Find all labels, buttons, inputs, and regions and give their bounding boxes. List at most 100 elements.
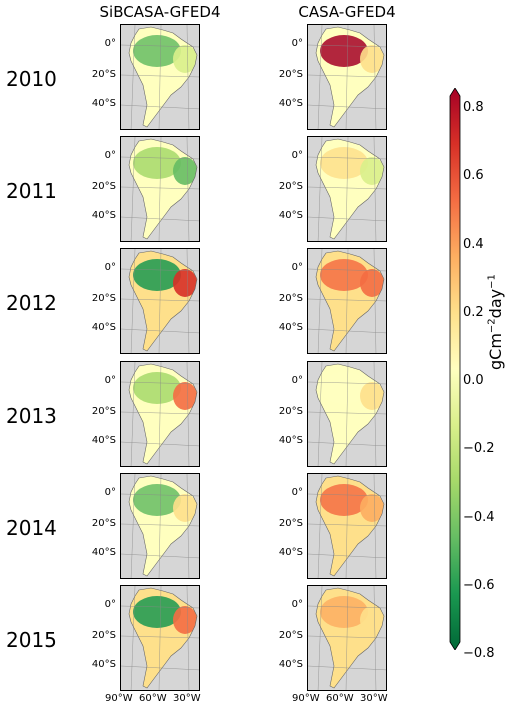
lat-tick-label: 40°S [91, 659, 116, 670]
lat-tick-label: 20°S [91, 406, 116, 417]
map-svg [121, 249, 199, 353]
lat-tick-label: 20°S [278, 293, 303, 304]
region-amazon [133, 35, 181, 67]
lon-tick-30w-left: 30°W [173, 693, 201, 704]
lat-gridline [308, 328, 386, 334]
map-panel-sibcasa-2015 [120, 585, 200, 691]
lat-tick-label: 20°S [278, 406, 303, 417]
region-amazon [320, 259, 368, 291]
lon-gridline [158, 362, 162, 466]
lon-gridline [130, 25, 136, 129]
map-svg [121, 362, 199, 466]
lat-tick-label: 20°S [91, 630, 116, 641]
colorbar-tick-label: −0.8 [463, 646, 495, 661]
map-panel-casa-2011 [307, 136, 387, 242]
lon-gridline [317, 474, 323, 578]
lat-gridline [308, 553, 386, 559]
lat-gridline [121, 411, 199, 415]
lon-gridline [158, 586, 162, 690]
lon-gridline [317, 362, 323, 466]
lon-tick-30w-right: 30°W [360, 693, 388, 704]
lat-gridline [121, 104, 199, 110]
lon-gridline [345, 249, 349, 353]
coastline [315, 587, 385, 689]
region-east-brazil [360, 45, 384, 73]
lon-tick-60w-right: 60°W [326, 693, 354, 704]
lat-tick-label: 40°S [278, 210, 303, 221]
map-svg [121, 586, 199, 690]
lat-tick-label: 0° [291, 487, 303, 498]
lat-tick-label: 20°S [278, 181, 303, 192]
map-svg [308, 25, 386, 129]
map-panel-sibcasa-2013 [120, 361, 200, 467]
lon-gridline [345, 25, 349, 129]
lat-tick-label: 0° [291, 150, 303, 161]
lat-tick-label: 40°S [91, 547, 116, 558]
region-east-brazil [173, 494, 197, 522]
lat-gridline [308, 665, 386, 671]
year-label-2010: 2010 [6, 67, 57, 91]
lat-gridline [308, 186, 386, 190]
colorbar [448, 87, 468, 651]
lon-gridline [158, 474, 162, 578]
lon-gridline [373, 362, 377, 466]
lon-gridline [373, 249, 377, 353]
lat-tick-label: 40°S [278, 98, 303, 109]
map-svg [121, 474, 199, 578]
year-label-2015: 2015 [6, 628, 57, 652]
map-panel-casa-2010 [307, 24, 387, 130]
lon-gridline [186, 362, 190, 466]
lat-tick-label: 0° [104, 150, 116, 161]
colorbar-tick-label: −0.4 [463, 509, 495, 525]
region-amazon [133, 372, 181, 404]
lon-gridline [130, 474, 136, 578]
year-label-2011: 2011 [6, 179, 57, 203]
coastline [315, 475, 385, 577]
lat-gridline [121, 635, 199, 639]
lat-tick-label: 20°S [91, 181, 116, 192]
lat-gridline [308, 298, 386, 302]
region-amazon [320, 372, 368, 404]
lon-gridline [186, 474, 190, 578]
colorbar-tick-label: 0.6 [463, 168, 484, 184]
lon-gridline [130, 362, 136, 466]
region-east-brazil [360, 494, 384, 522]
lon-gridline [345, 362, 349, 466]
coastline [128, 138, 198, 240]
lat-gridline [121, 216, 199, 222]
lat-gridline [121, 186, 199, 190]
lat-gridline [121, 523, 199, 527]
colorbar-tick-label: 0.8 [463, 100, 484, 115]
map-panel-casa-2013 [307, 361, 387, 467]
region-east-brazil [360, 269, 384, 297]
region-east-brazil [360, 382, 384, 410]
map-svg [121, 137, 199, 241]
lat-tick-label: 40°S [278, 547, 303, 558]
lon-tick-90w-right: 90°W [292, 693, 320, 704]
lat-gridline [121, 74, 199, 78]
lat-tick-label: 20°S [91, 293, 116, 304]
lon-tick-60w-left: 60°W [139, 693, 167, 704]
lat-tick-label: 0° [104, 487, 116, 498]
lat-gridline [308, 74, 386, 78]
lat-tick-label: 0° [291, 599, 303, 610]
map-svg [308, 474, 386, 578]
lon-gridline [130, 586, 136, 690]
lon-gridline [345, 474, 349, 578]
region-east-brazil [360, 157, 384, 185]
lon-gridline [373, 474, 377, 578]
lat-tick-label: 20°S [91, 69, 116, 80]
map-panel-casa-2012 [307, 248, 387, 354]
colorbar-tick-label: 0.4 [463, 236, 484, 252]
year-label-2012: 2012 [6, 291, 57, 315]
region-east-brazil [173, 606, 197, 634]
lat-tick-label: 40°S [91, 322, 116, 333]
map-panel-sibcasa-2014 [120, 473, 200, 579]
lat-gridline [308, 104, 386, 110]
map-svg [308, 362, 386, 466]
map-panel-sibcasa-2010 [120, 24, 200, 130]
colorbar-tick-label: 0.2 [463, 304, 484, 320]
coastline [128, 250, 198, 352]
coastline [315, 363, 385, 465]
region-amazon [133, 484, 181, 516]
